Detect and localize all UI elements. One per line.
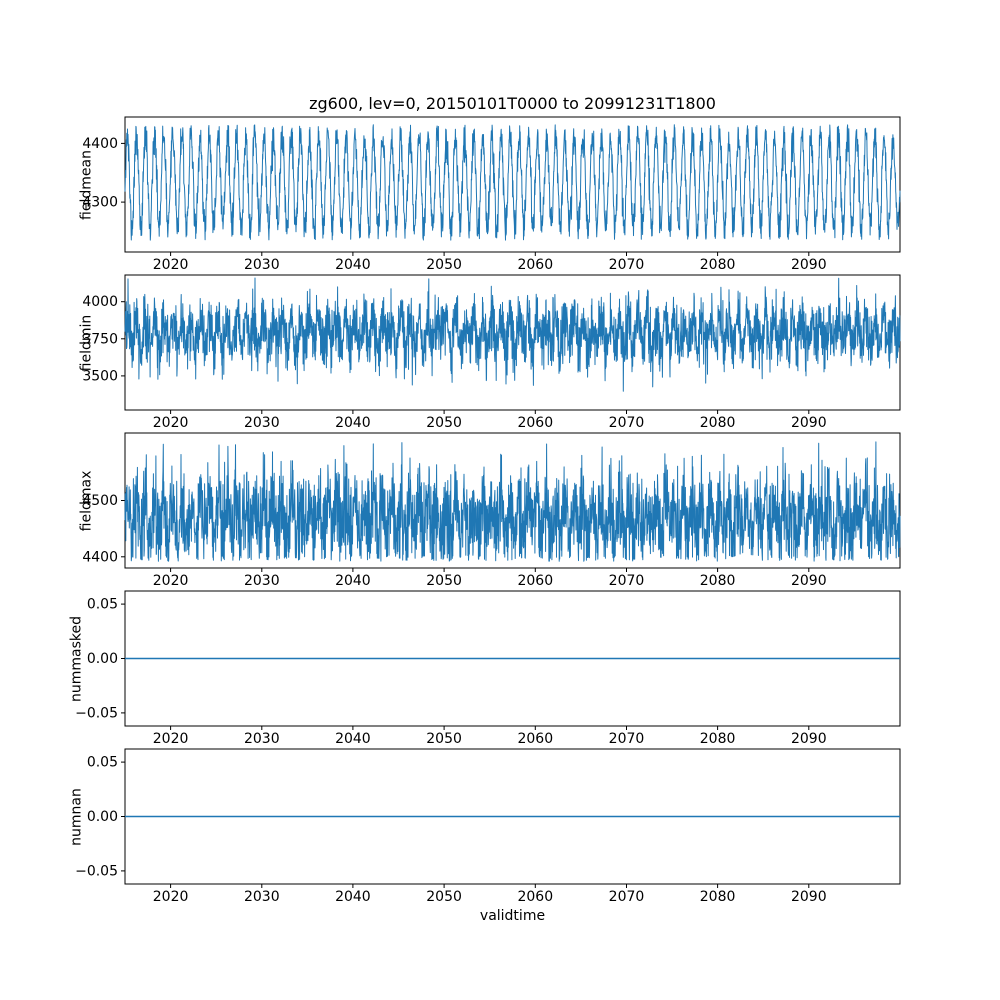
y-tick-label: −0.05 <box>75 863 118 879</box>
x-tick-label: 2030 <box>244 889 280 905</box>
x-tick-label: 2030 <box>244 415 280 431</box>
y-axis-label-fieldmax: fieldmax <box>78 470 95 532</box>
y-tick-label: 4400 <box>82 549 118 565</box>
x-tick-label: 2090 <box>791 889 827 905</box>
x-tick-label: 2050 <box>426 573 462 589</box>
x-tick-label: 2090 <box>791 573 827 589</box>
series-line-fieldmax <box>124 441 901 562</box>
figure-title: zg600, lev=0, 20150101T0000 to 20991231T… <box>309 94 716 113</box>
x-tick-label: 2020 <box>153 573 189 589</box>
y-tick-label: 0.05 <box>87 597 118 613</box>
x-tick-label: 2060 <box>517 573 553 589</box>
x-tick-label: 2060 <box>517 257 553 273</box>
x-tick-label: 2080 <box>700 731 736 747</box>
x-tick-label: 2020 <box>153 731 189 747</box>
y-tick-label: 0.05 <box>87 755 118 771</box>
x-tick-label: 2040 <box>335 257 371 273</box>
x-tick-label: 2030 <box>244 731 280 747</box>
y-tick-label: 4500 <box>82 493 118 509</box>
x-tick-label: 2060 <box>517 415 553 431</box>
x-axis-label: validtime <box>479 908 546 924</box>
x-tick-label: 2070 <box>609 415 645 431</box>
y-axis-label-fieldmean: fieldmean <box>78 150 95 220</box>
series-line-fieldmin <box>124 277 901 392</box>
x-tick-label: 2080 <box>700 257 736 273</box>
x-tick-label: 2030 <box>244 573 280 589</box>
x-tick-label: 2050 <box>426 257 462 273</box>
y-tick-label: 4300 <box>82 195 118 211</box>
y-tick-label: 3500 <box>82 368 118 384</box>
x-tick-label: 2080 <box>700 889 736 905</box>
x-tick-label: 2020 <box>153 889 189 905</box>
x-tick-label: 2050 <box>426 415 462 431</box>
x-tick-label: 2080 <box>700 573 736 589</box>
x-tick-label: 2060 <box>517 889 553 905</box>
x-tick-label: 2090 <box>791 731 827 747</box>
x-tick-label: 2090 <box>791 257 827 273</box>
x-tick-label: 2030 <box>244 257 280 273</box>
y-axis-label-nummasked: nummasked <box>68 616 85 703</box>
x-tick-label: 2080 <box>700 415 736 431</box>
x-tick-label: 2050 <box>426 731 462 747</box>
x-tick-label: 2020 <box>153 257 189 273</box>
x-tick-label: 2070 <box>609 257 645 273</box>
y-axis-label-fieldmin: fieldmin <box>78 314 95 372</box>
x-tick-label: 2040 <box>335 731 371 747</box>
x-tick-label: 2040 <box>335 415 371 431</box>
series-line-fieldmean <box>124 124 901 241</box>
y-tick-label: 0.00 <box>87 651 118 667</box>
y-tick-label: 4400 <box>82 136 118 152</box>
x-tick-label: 2040 <box>335 889 371 905</box>
x-tick-label: 2060 <box>517 731 553 747</box>
y-tick-label: 4000 <box>82 294 118 310</box>
y-tick-label: −0.05 <box>75 705 118 721</box>
y-axis-label-numnan: numnan <box>68 788 85 846</box>
x-tick-label: 2040 <box>335 573 371 589</box>
y-tick-label: 0.00 <box>87 809 118 825</box>
x-tick-label: 2070 <box>609 573 645 589</box>
x-tick-label: 2070 <box>609 889 645 905</box>
x-tick-label: 2050 <box>426 889 462 905</box>
x-tick-label: 2090 <box>791 415 827 431</box>
x-tick-label: 2070 <box>609 731 645 747</box>
x-tick-label: 2020 <box>153 415 189 431</box>
y-tick-label: 3750 <box>82 331 118 347</box>
